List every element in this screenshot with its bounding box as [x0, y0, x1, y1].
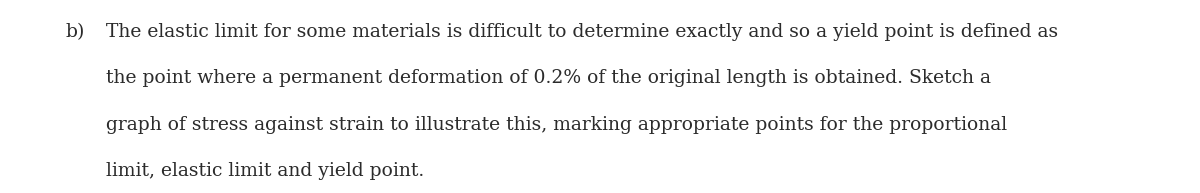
- Text: limit, elastic limit and yield point.: limit, elastic limit and yield point.: [106, 162, 424, 180]
- Text: the point where a permanent deformation of 0.2% of the original length is obtain: the point where a permanent deformation …: [106, 69, 991, 87]
- Text: graph of stress against strain to illustrate this, marking appropriate points fo: graph of stress against strain to illust…: [106, 116, 1007, 134]
- Text: b): b): [66, 23, 85, 41]
- Text: The elastic limit for some materials is difficult to determine exactly and so a : The elastic limit for some materials is …: [106, 23, 1057, 41]
